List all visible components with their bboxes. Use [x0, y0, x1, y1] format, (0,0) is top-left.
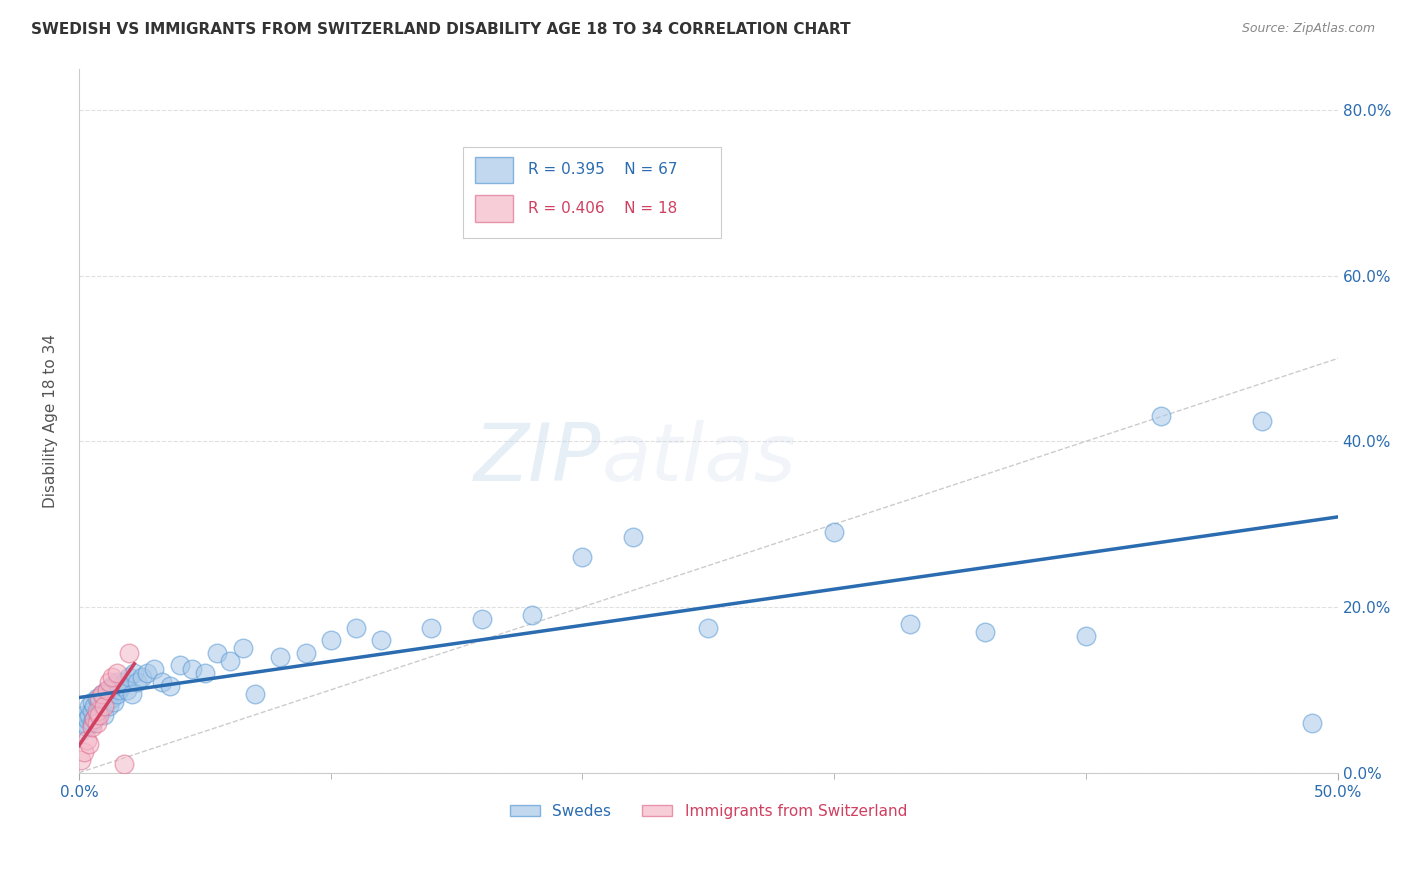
Point: [243, 687, 266, 701]
Point: [112, 757, 135, 772]
Point: [143, 662, 166, 676]
Point: [1150, 409, 1173, 424]
Point: [80, 695, 103, 709]
Text: Source: ZipAtlas.com: Source: ZipAtlas.com: [1241, 22, 1375, 36]
Point: [118, 670, 141, 684]
Point: [87, 704, 110, 718]
Point: [80, 716, 103, 731]
Point: [150, 674, 173, 689]
Point: [73, 716, 96, 731]
Point: [105, 674, 128, 689]
Point: [294, 646, 316, 660]
Point: [83, 712, 105, 726]
Point: [87, 695, 110, 709]
Point: [520, 608, 543, 623]
Point: [90, 699, 112, 714]
Point: [1074, 629, 1097, 643]
Point: [131, 670, 153, 684]
Point: [571, 550, 593, 565]
Point: [1301, 716, 1323, 731]
FancyBboxPatch shape: [475, 157, 513, 184]
Point: [80, 704, 103, 718]
Point: [105, 687, 128, 701]
Point: [118, 646, 141, 660]
Point: [181, 662, 204, 676]
Point: [344, 621, 367, 635]
Point: [108, 682, 131, 697]
Point: [90, 687, 112, 701]
Point: [86, 716, 108, 731]
Y-axis label: Disability Age 18 to 34: Disability Age 18 to 34: [44, 334, 58, 508]
Point: [86, 704, 108, 718]
Point: [86, 691, 108, 706]
Text: ZIP: ZIP: [474, 420, 602, 499]
Point: [96, 682, 118, 697]
Point: [135, 666, 157, 681]
Point: [124, 666, 146, 681]
Point: [77, 699, 100, 714]
Point: [90, 687, 112, 701]
Point: [125, 674, 148, 689]
Point: [96, 682, 118, 697]
Point: [76, 732, 98, 747]
Point: [98, 687, 121, 701]
Point: [98, 699, 121, 714]
Point: [697, 621, 720, 635]
Text: SWEDISH VS IMMIGRANTS FROM SWITZERLAND DISABILITY AGE 18 TO 34 CORRELATION CHART: SWEDISH VS IMMIGRANTS FROM SWITZERLAND D…: [31, 22, 851, 37]
Point: [974, 624, 997, 639]
Point: [87, 691, 110, 706]
Point: [159, 679, 181, 693]
Point: [70, 753, 93, 767]
Point: [370, 633, 392, 648]
Text: R = 0.395    N = 67: R = 0.395 N = 67: [529, 162, 678, 178]
Point: [194, 666, 217, 681]
Point: [77, 707, 100, 722]
Point: [98, 674, 121, 689]
Point: [87, 707, 110, 722]
Legend: Swedes, Immigrants from Switzerland: Swedes, Immigrants from Switzerland: [503, 797, 912, 825]
Point: [100, 679, 122, 693]
Point: [105, 666, 128, 681]
Point: [93, 699, 115, 714]
Point: [621, 530, 644, 544]
FancyBboxPatch shape: [475, 195, 513, 222]
Point: [823, 525, 845, 540]
Point: [898, 616, 921, 631]
Point: [232, 641, 254, 656]
Point: [73, 745, 96, 759]
Point: [70, 724, 93, 739]
Point: [1251, 414, 1274, 428]
Text: R = 0.406    N = 18: R = 0.406 N = 18: [529, 202, 678, 216]
Point: [96, 695, 118, 709]
Point: [103, 695, 125, 709]
Point: [80, 720, 103, 734]
Point: [100, 670, 122, 684]
Text: atlas: atlas: [602, 420, 796, 499]
Point: [93, 707, 115, 722]
FancyBboxPatch shape: [463, 147, 721, 237]
Point: [112, 674, 135, 689]
Point: [420, 621, 443, 635]
Point: [73, 707, 96, 722]
Point: [100, 691, 122, 706]
Point: [76, 712, 98, 726]
Point: [77, 737, 100, 751]
Point: [83, 699, 105, 714]
Point: [169, 658, 191, 673]
Point: [219, 654, 242, 668]
Point: [83, 712, 105, 726]
Point: [111, 679, 134, 693]
Point: [471, 612, 494, 626]
Point: [115, 682, 138, 697]
Point: [76, 720, 98, 734]
Point: [319, 633, 342, 648]
Point: [121, 687, 143, 701]
Point: [269, 649, 291, 664]
Point: [93, 691, 115, 706]
Point: [86, 707, 108, 722]
Point: [207, 646, 229, 660]
